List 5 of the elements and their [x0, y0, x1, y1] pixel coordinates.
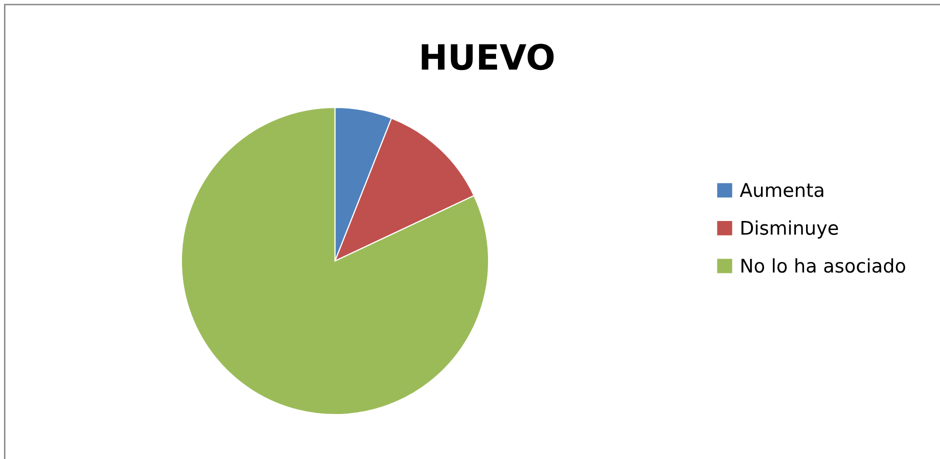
legend-label: Aumenta [740, 183, 824, 198]
chart-title: HUEVO [422, 44, 554, 70]
legend-label: Disminuye [742, 220, 838, 239]
legend-label: No lo ha asociado [742, 258, 906, 273]
pie-slice [180, 106, 490, 416]
